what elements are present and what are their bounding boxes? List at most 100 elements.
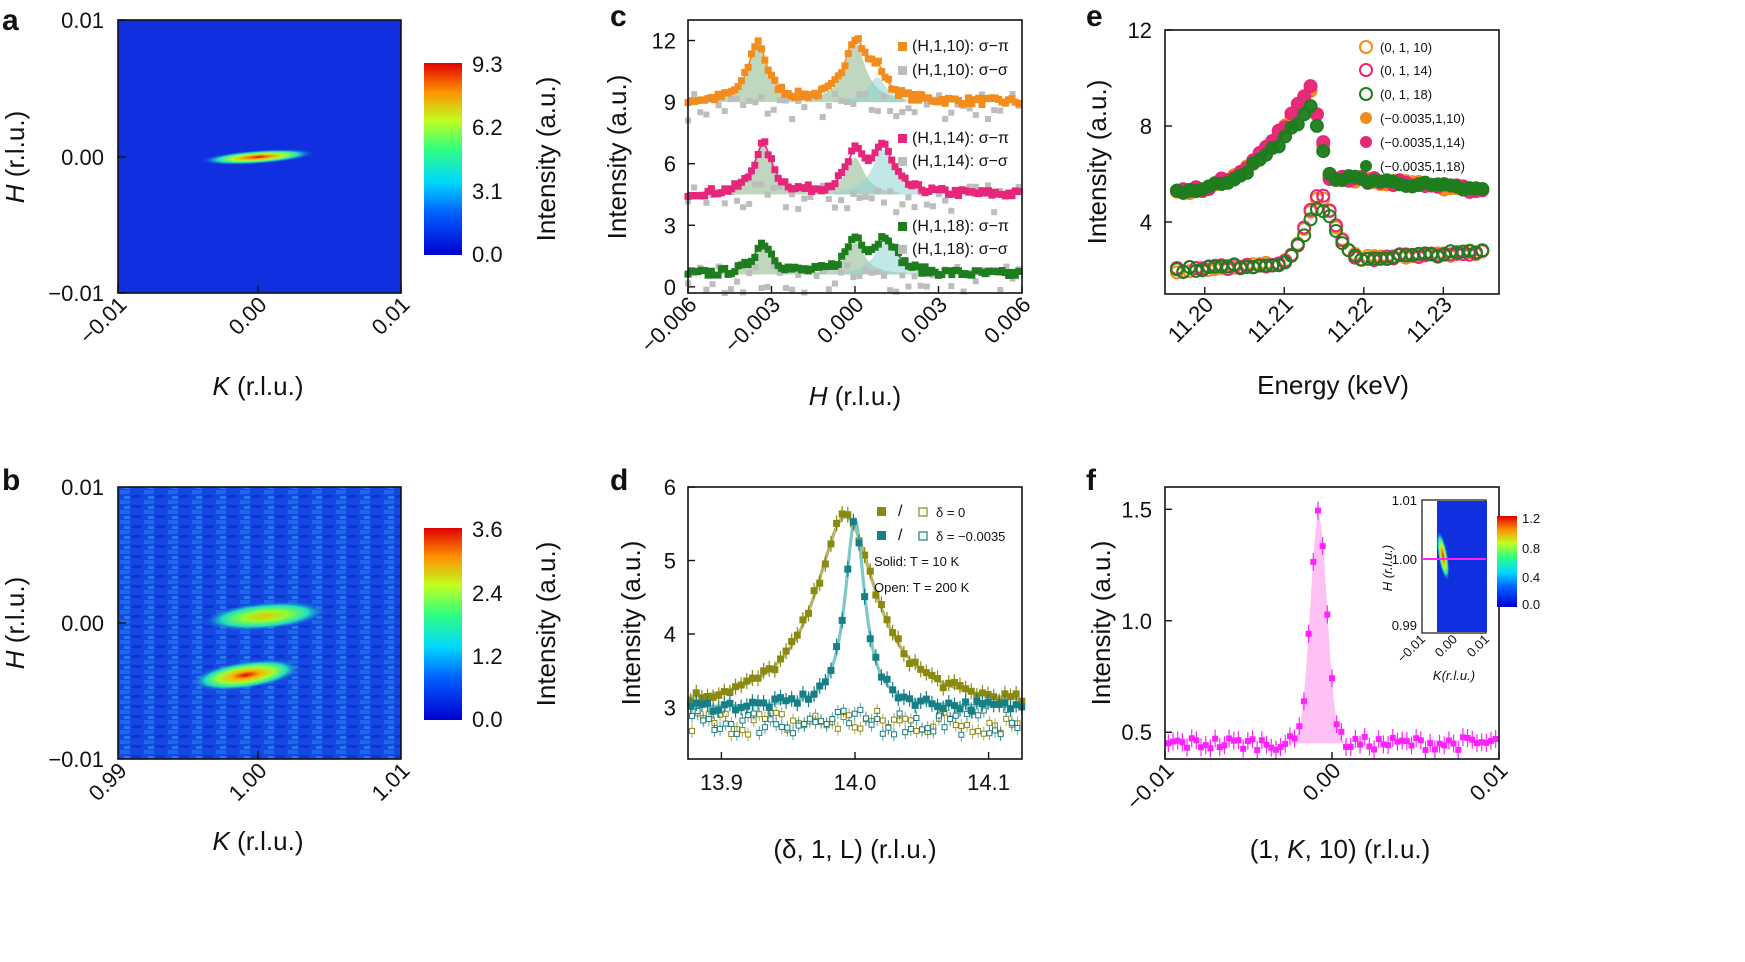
legend-marker (1359, 63, 1373, 77)
panel-e-ylabel: Intensity (a.u.) (1082, 80, 1112, 245)
panel-d-solid-point (866, 567, 874, 575)
panel-d-solid-point (934, 675, 942, 683)
panel-d-solid-point (855, 539, 863, 547)
panel-b-xtick: 1.00 (224, 758, 272, 806)
panel-d-solid-point (726, 689, 734, 697)
panel-c-data-point (941, 99, 949, 107)
panel-d-solid-point (950, 678, 958, 686)
panel-f-data-point (1385, 742, 1392, 749)
panel-c-data-point (1011, 271, 1019, 279)
panel-d-solid-point (799, 690, 807, 698)
panel-d-ytick: 3 (664, 696, 676, 721)
legend-marker (898, 42, 907, 51)
panel-c-sigma-sigma-point (782, 204, 789, 211)
panel-d-solid-point (978, 689, 986, 697)
panel-b-xlabel: K (r.l.u.) (212, 826, 303, 856)
panel-f-data-point (1254, 747, 1261, 754)
panel-d-solid-point (911, 658, 919, 666)
panel-c-data-point (918, 269, 926, 277)
panel-f-data-point (1221, 742, 1228, 749)
panel-b-cbtick: 2.4 (472, 581, 503, 606)
panel-d-open-point (885, 724, 892, 731)
legend-label: (0, 1, 14) (1380, 63, 1432, 78)
panel-c-data-point (761, 138, 769, 146)
panel-c-data-point (891, 243, 899, 251)
panel-d-solid-point (956, 705, 964, 713)
panel-c-sigma-sigma-point (1003, 263, 1010, 270)
panel-d-solid-point (732, 706, 740, 714)
panel-d-solid-point (1012, 690, 1020, 698)
panel-d-open-point (992, 727, 999, 734)
panel-e-data-point (1169, 262, 1184, 277)
panel-c-sigma-sigma-point (825, 102, 832, 109)
inset-xtick: −0.01 (1394, 632, 1428, 666)
panel-d-solid-point (1007, 705, 1015, 713)
panel-c-sigma-sigma-point (758, 94, 765, 101)
panel-c-sigma-sigma-point (874, 107, 881, 114)
panel-c-data-point (894, 167, 902, 175)
panel-d-solid-point (990, 700, 998, 708)
panel-c-sigma-sigma-point (862, 91, 869, 98)
panel-c-sigma-sigma-point (960, 288, 967, 295)
panel-c-data-point (741, 68, 749, 76)
panel-d-solid-point (877, 673, 885, 681)
panel-c-sigma-sigma-point (825, 196, 832, 203)
panel-d-solid-point (917, 697, 925, 705)
panel-c-sigma-sigma-point (838, 197, 845, 204)
panel-c-sigma-sigma-point (929, 203, 936, 210)
panel-c-data-point (744, 173, 752, 181)
panel-c-data-point (881, 140, 889, 148)
panel-f-data-point (1286, 733, 1293, 740)
panel-c-sigma-sigma-point (874, 188, 881, 195)
legend-marker (1360, 112, 1372, 124)
panel-e-xtick: 11.21 (1242, 292, 1297, 347)
panel-d-solid-point (1012, 701, 1020, 709)
panel-d-solid-point (788, 637, 796, 645)
panel-c-data-point (904, 89, 912, 97)
panel-c-data-point (778, 83, 786, 91)
panel-c-sigma-sigma-point (776, 269, 783, 276)
panel-d-open-point (963, 721, 970, 728)
panel-c-sigma-sigma-point (1015, 184, 1022, 191)
panel-c-sigma-sigma-point (782, 284, 789, 291)
panel-d-open-point (851, 724, 858, 731)
panel-d-open-point (790, 730, 797, 737)
panel-c-data-point (868, 55, 876, 63)
panel-d-solid-point (827, 540, 835, 548)
panel-e: e 4 8 12 11.20 11.21 11.22 11.23 Energy … (1082, 0, 1500, 400)
panel-b-cblabel: Intensity (a.u.) (531, 542, 561, 707)
legend-label: (−0.0035,1,10) (1380, 111, 1465, 126)
panel-c-sigma-sigma-point (905, 194, 912, 201)
panel-c-sigma-sigma-point (936, 92, 943, 99)
panel-f-frame (1164, 486, 1500, 760)
panel-f-data-point (1193, 737, 1200, 744)
panel-b-colorbar (424, 528, 462, 720)
panel-c-data-point (838, 169, 846, 177)
panel-c-data-point (844, 243, 852, 251)
panel-f-data-point (1473, 740, 1480, 747)
panel-e-data-point (1468, 245, 1483, 260)
panel-f-data-point (1361, 733, 1368, 740)
panel-c-data-point (747, 257, 755, 265)
panel-c-sigma-sigma-point (727, 286, 734, 293)
panel-f-xlabel: (1, K, 10) (r.l.u.) (1250, 834, 1431, 864)
panel-c-data-point (891, 163, 899, 171)
panel-c-sigma-sigma-point (911, 204, 918, 211)
panel-c-data-point (874, 57, 882, 65)
legend-marker (877, 531, 886, 540)
panel-c-sigma-sigma-point (721, 200, 728, 207)
panel-d-solid-point (861, 593, 869, 601)
inset-ytick: 1.00 (1392, 552, 1417, 567)
panel-f-data-point (1483, 739, 1490, 746)
panel-c-sigma-sigma-point (880, 199, 887, 206)
panel-c-data-point (831, 180, 839, 188)
legend-label: (H,1,10): σ−σ (912, 62, 1008, 79)
panel-c-sigma-sigma-point (752, 181, 759, 188)
panel-c-data-point (888, 156, 896, 164)
panel-d-solid-point (967, 687, 975, 695)
panel-d-open-point (986, 730, 993, 737)
panel-c-data-point (985, 187, 993, 195)
panel-d-open-point (801, 720, 808, 727)
panel-e-data-point (1316, 188, 1331, 203)
panel-c-data-point (884, 147, 892, 155)
